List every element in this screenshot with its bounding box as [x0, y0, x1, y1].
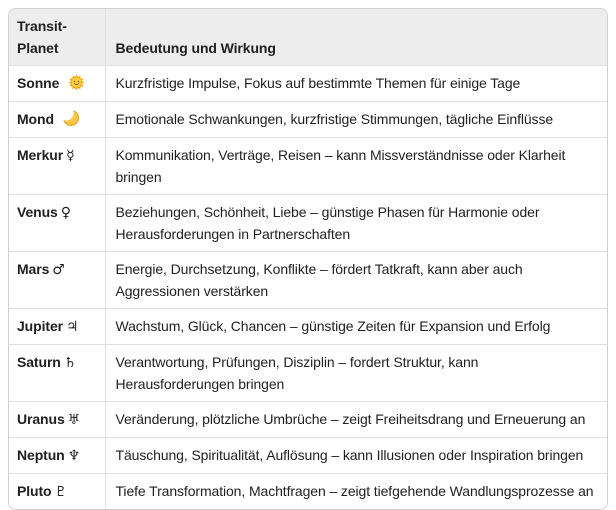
planet-description: Kurzfristige Impulse, Fokus auf bestimmt…: [105, 65, 607, 102]
planet-name: Mond: [17, 111, 54, 127]
table-row: Pluto ♇ Tiefe Transformation, Machtfragen…: [9, 473, 607, 509]
planet-name: Merkur: [17, 147, 64, 163]
planet-name: Venus: [17, 204, 58, 220]
table-row: Mars ♂ Energie, Durchsetzung, Konflikte –…: [9, 251, 607, 309]
table-row: Merkur ☿ Kommunikation, Verträge, Reisen …: [9, 137, 607, 195]
table-row: Neptun ♆ Täuschung, Spiritualität, Auflös…: [9, 437, 607, 474]
transit-planet-table: Transit-Planet Bedeutung und Wirkung Son…: [9, 9, 607, 509]
planet-cell: Mond: [9, 101, 106, 138]
planet-cell: Merkur ☿: [9, 137, 106, 195]
planet-cell: Saturn ♄: [9, 344, 106, 402]
planet-description: Veränderung, plötzliche Umbrüche – zeigt…: [105, 401, 607, 438]
table-row: Sonne Kurzfristige Impulse, Fokus auf be…: [9, 65, 607, 102]
planet-cell: Mars ♂: [9, 251, 106, 309]
planet-description: Tiefe Transformation, Machtfragen – zeig…: [105, 473, 607, 509]
planet-name: Mars: [17, 261, 50, 277]
planet-description: Beziehungen, Schönheit, Liebe – günstige…: [105, 194, 607, 252]
planet-symbol-icon: ♄: [63, 355, 77, 371]
planet-symbol-icon: ♀: [60, 205, 71, 221]
planet-symbol-icon: ♆: [67, 448, 81, 464]
table-row: Venus ♀ Beziehungen, Schönheit, Liebe – g…: [9, 194, 607, 252]
planet-cell: Sonne: [9, 65, 106, 102]
planet-symbol-icon: ♂: [52, 262, 65, 278]
planet-name: Jupiter: [17, 318, 63, 334]
planet-name: Pluto: [17, 483, 52, 499]
sun-emoji-icon: [62, 74, 85, 92]
planet-cell: Jupiter ♃: [9, 308, 106, 345]
planet-cell: Pluto ♇: [9, 473, 106, 509]
planet-symbol-icon: ♇: [54, 484, 68, 500]
planet-description: Emotionale Schwankungen, kurzfristige St…: [105, 101, 607, 138]
planet-name: Neptun: [17, 447, 65, 463]
planet-symbol-icon: ♅: [67, 412, 81, 428]
planet-description: Energie, Durchsetzung, Konflikte – förde…: [105, 251, 607, 309]
table-row: Mond Emotionale Schwankungen, kurzfristi…: [9, 101, 607, 138]
moon-emoji-icon: [57, 110, 80, 128]
header-row: Transit-Planet Bedeutung und Wirkung: [9, 9, 607, 66]
planet-name: Sonne: [17, 75, 60, 91]
planet-description: Wachstum, Glück, Chancen – günstige Zeit…: [105, 308, 607, 345]
header-transit-planet: Transit-Planet: [9, 9, 106, 66]
planet-symbol-icon: ♃: [65, 319, 79, 335]
table-row: Uranus ♅ Veränderung, plötzliche Umbrüche…: [9, 401, 607, 438]
table-row: Saturn ♄ Verantwortung, Prüfungen, Diszip…: [9, 344, 607, 402]
planet-description: Verantwortung, Prüfungen, Disziplin – fo…: [105, 344, 607, 402]
planet-symbol-icon: ☿: [66, 148, 75, 164]
planet-name: Saturn: [17, 354, 61, 370]
table-row: Jupiter ♃ Wachstum, Glück, Chancen – güns…: [9, 308, 607, 345]
planet-description: Kommunikation, Verträge, Reisen – kann M…: [105, 137, 607, 195]
planet-cell: Venus ♀: [9, 194, 106, 252]
planet-cell: Neptun ♆: [9, 437, 106, 474]
planet-name: Uranus: [17, 411, 65, 427]
planet-description: Täuschung, Spiritualität, Auflösung – ka…: [105, 437, 607, 474]
transit-planet-table-card: Transit-Planet Bedeutung und Wirkung Son…: [8, 8, 608, 510]
table-body: Sonne Kurzfristige Impulse, Fokus auf be…: [9, 65, 607, 509]
planet-cell: Uranus ♅: [9, 401, 106, 438]
header-bedeutung-und-wirkung: Bedeutung und Wirkung: [105, 9, 607, 66]
